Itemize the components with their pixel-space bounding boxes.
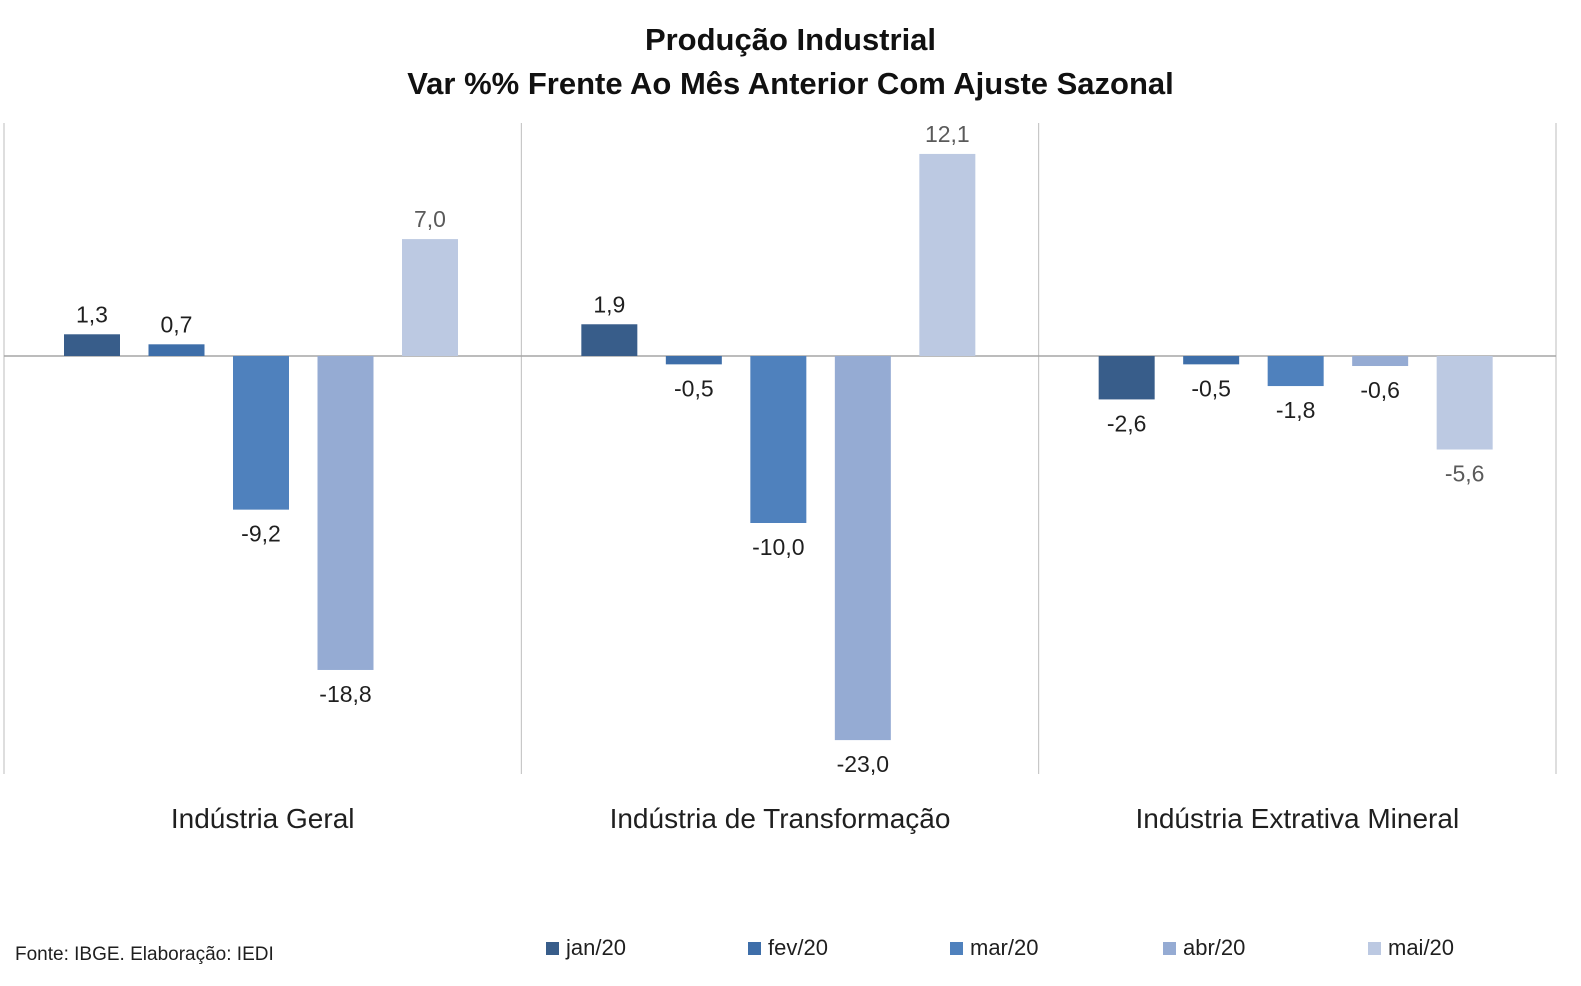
data-label-industria-de-transformacao-mar-20: -10,0 [752,534,804,560]
bar-industria-extrativa-mineral-mai-20 [1436,356,1493,450]
category-label-industria-extrativa-mineral: Indústria Extrativa Mineral [1135,803,1459,834]
bar-industria-de-transformacao-jan-20 [581,324,638,356]
chart-title-line-2: Var %% Frente Ao Mês Anterior Com Ajuste… [407,66,1174,101]
bar-industria-extrativa-mineral-jan-20 [1098,356,1155,400]
bar-industria-geral-mai-20 [402,239,458,356]
data-label-industria-extrativa-mineral-mai-20: -5,6 [1445,461,1485,487]
bar-industria-geral-mar-20 [233,356,289,510]
data-label-industria-extrativa-mineral-fev-20: -0,5 [1191,375,1231,401]
category-label-industria-geral: Indústria Geral [171,803,355,834]
chart-title-line-1: Produção Industrial [644,22,937,57]
data-label-industria-de-transformacao-abr-20: -23,0 [837,751,889,777]
legend-swatch [950,941,963,955]
data-label-industria-geral-mar-20: -9,2 [241,521,281,547]
bar-industria-de-transformacao-fev-20 [665,356,722,365]
legend-item-mar-20: mar/20 [950,932,1038,964]
bar-industria-geral-jan-20 [64,334,120,356]
data-label-industria-de-transformacao-jan-20: 1,9 [593,291,625,317]
legend: jan/20 fev/20 mar/20 abr/20 mai/20 [0,932,1581,964]
legend-item-mai-20: mai/20 [1368,932,1454,964]
data-label-industria-geral-jan-20: 1,3 [76,301,108,327]
legend-label: fev/20 [768,935,828,960]
bar-industria-de-transformacao-abr-20 [834,356,891,741]
legend-item-fev-20: fev/20 [748,932,828,964]
bar-industria-geral-abr-20 [317,356,374,670]
legend-swatch [1368,941,1381,955]
legend-swatch [748,941,761,955]
legend-item-abr-20: abr/20 [1163,932,1245,964]
data-label-industria-extrativa-mineral-jan-20: -2,6 [1107,410,1147,436]
data-label-industria-geral-fev-20: 0,7 [161,311,193,337]
bar-industria-geral-fev-20 [148,344,205,356]
bar-industria-extrativa-mineral-mar-20 [1267,356,1324,387]
legend-label: mar/20 [970,935,1039,960]
data-label-industria-geral-abr-20: -18,8 [319,681,371,707]
bar-industria-extrativa-mineral-fev-20 [1183,356,1240,365]
data-label-industria-extrativa-mineral-mar-20: -1,8 [1276,397,1316,423]
bar-industria-de-transformacao-mar-20 [750,356,807,523]
bar-industria-extrativa-mineral-abr-20 [1352,356,1409,367]
source-note: Fonte: IBGE. Elaboração: IEDI [15,944,274,965]
chart-title: Produção Industrial Var %% Frente Ao Mês… [0,18,1581,106]
legend-item-jan-20: jan/20 [546,932,626,964]
bar-industria-de-transformacao-mai-20 [919,153,976,356]
data-label-industria-geral-mai-20: 7,0 [414,206,446,232]
legend-label: jan/20 [566,935,626,960]
category-label-industria-de-transformacao: Indústria de Transformação [610,803,951,834]
legend-label: mai/20 [1388,935,1455,960]
legend-swatch [1163,941,1176,955]
data-label-industria-extrativa-mineral-abr-20: -0,6 [1360,377,1400,403]
data-label-industria-de-transformacao-fev-20: -0,5 [674,375,714,401]
bar-chart: 1,3 0,7 -9,2 -18,8 7,0 Indústria Geral 1,9 -0,5… [3,121,1557,834]
legend-label: abr/20 [1183,935,1246,960]
legend-swatch [546,941,559,955]
data-label-industria-de-transformacao-mai-20: 12,1 [925,121,970,147]
